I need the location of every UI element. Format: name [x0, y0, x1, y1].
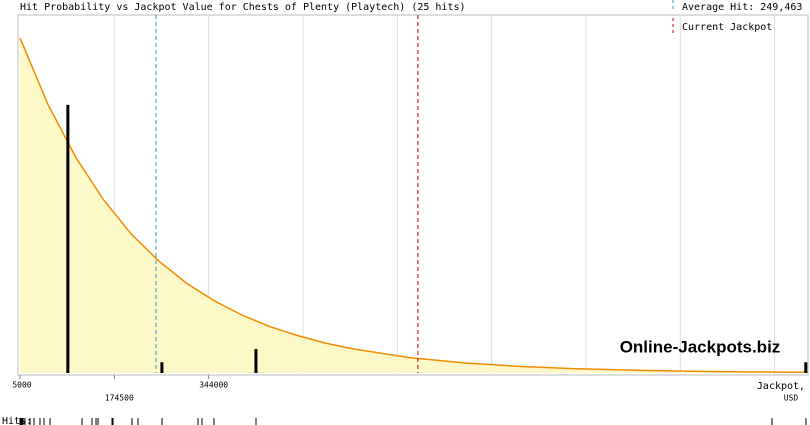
hits-label: Hits: [2, 416, 32, 425]
x-tick-label: 174500 [105, 394, 134, 403]
x-axis-label: Jackpot, [757, 381, 805, 392]
x-axis-label: USD [784, 394, 799, 403]
bar [804, 362, 808, 373]
bar [160, 362, 164, 373]
x-tick-label: 344000 [199, 381, 228, 390]
bar [254, 349, 258, 373]
plot-frame [17, 14, 809, 376]
area-fill [20, 37, 808, 374]
legend-entry: Current Jackpot [682, 22, 772, 33]
chart-title: Hit Probability vs Jackpot Value for Che… [20, 2, 466, 13]
area-line [19, 37, 809, 374]
plot: 5000 174500 344000 Online-Jackpots.biz [12, 14, 809, 425]
bar [66, 104, 70, 373]
legend-entry: Average Hit: 249,463 [682, 2, 802, 13]
x-tick-label: 5000 [12, 381, 31, 390]
watermark: Online-Jackpots.biz [620, 337, 781, 356]
